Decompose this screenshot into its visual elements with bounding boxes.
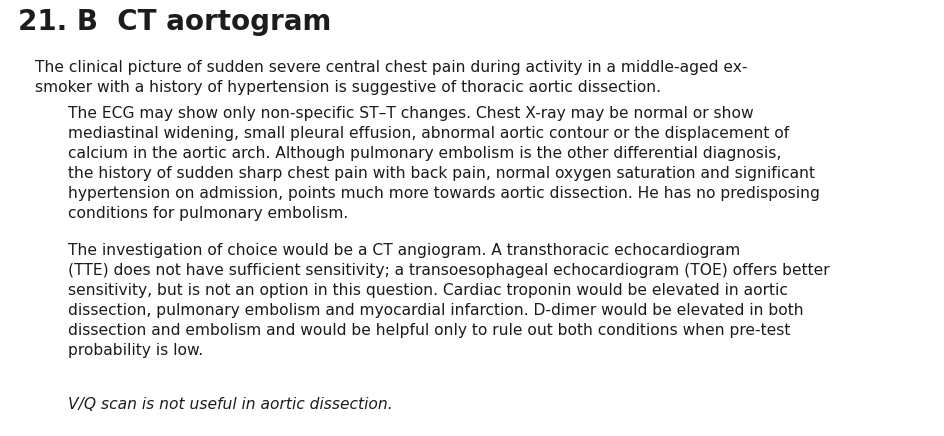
Text: The ECG may show only non-specific ST–T changes. Chest X-ray may be normal or sh: The ECG may show only non-specific ST–T … — [68, 106, 819, 221]
Text: The clinical picture of sudden severe central chest pain during activity in a mi: The clinical picture of sudden severe ce… — [35, 60, 747, 95]
Text: V/Q scan is not useful in aortic dissection.: V/Q scan is not useful in aortic dissect… — [68, 397, 392, 412]
Text: The investigation of choice would be a CT angiogram. A transthoracic echocardiog: The investigation of choice would be a C… — [68, 243, 829, 358]
Text: 21. B  CT aortogram: 21. B CT aortogram — [18, 8, 331, 36]
